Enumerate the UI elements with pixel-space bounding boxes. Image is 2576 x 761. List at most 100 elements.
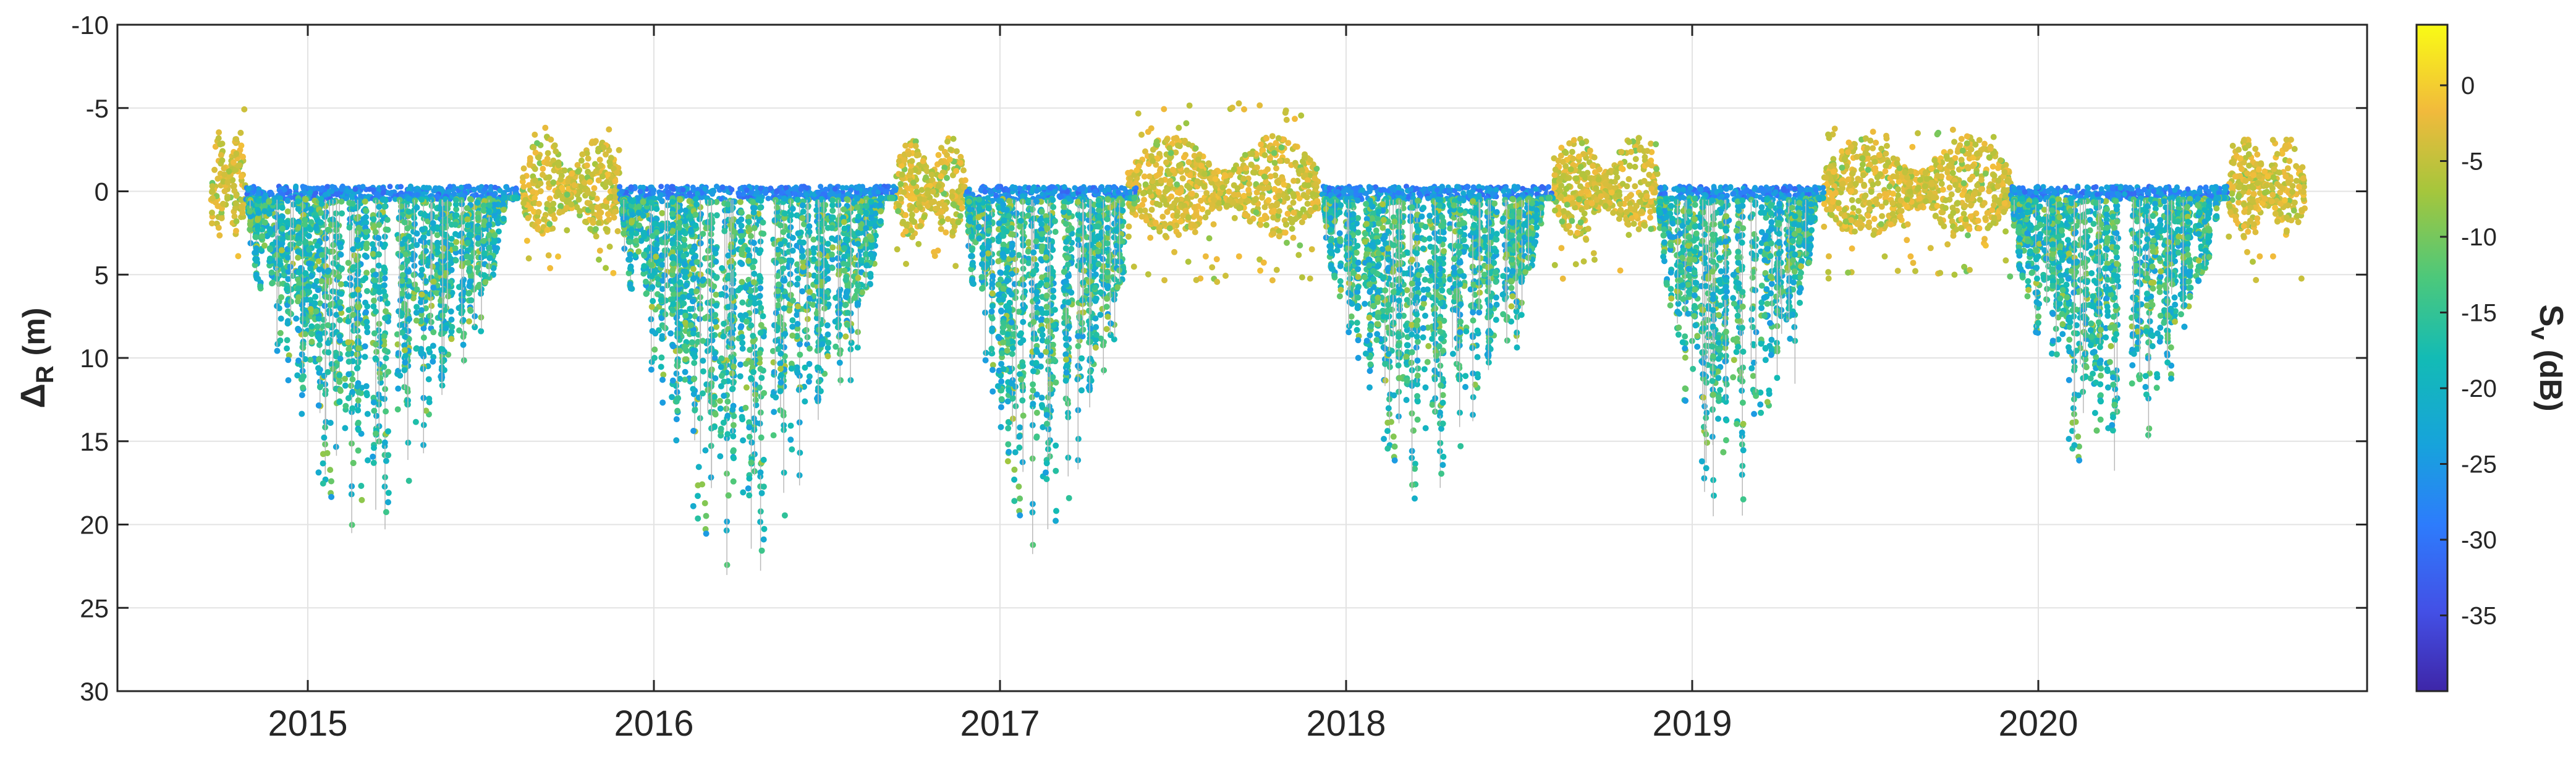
data-point bbox=[215, 224, 222, 231]
data-point bbox=[900, 189, 907, 195]
data-point bbox=[216, 232, 223, 239]
data-point bbox=[1159, 213, 1166, 220]
data-point bbox=[1284, 239, 1290, 246]
data-point bbox=[384, 300, 391, 307]
data-point bbox=[603, 179, 610, 185]
data-point bbox=[1978, 177, 1985, 184]
data-point bbox=[1209, 264, 1216, 271]
data-point bbox=[300, 385, 307, 391]
data-point bbox=[1248, 161, 1255, 168]
data-point bbox=[537, 180, 544, 187]
data-point bbox=[377, 240, 384, 247]
data-point bbox=[949, 229, 956, 236]
data-point bbox=[1281, 181, 1287, 188]
data-point bbox=[282, 187, 288, 193]
data-point bbox=[1982, 170, 1989, 177]
data-point bbox=[544, 150, 551, 156]
data-point bbox=[2300, 189, 2307, 195]
data-point bbox=[383, 355, 389, 362]
data-point bbox=[1972, 190, 1978, 197]
data-point bbox=[1852, 181, 1859, 187]
data-point bbox=[535, 218, 542, 225]
data-point bbox=[557, 176, 564, 183]
data-point bbox=[527, 161, 533, 167]
data-point bbox=[233, 150, 240, 157]
data-point bbox=[1827, 163, 1834, 170]
data-point bbox=[1829, 198, 1836, 205]
data-point bbox=[381, 439, 388, 446]
data-point bbox=[1161, 221, 1168, 227]
data-point bbox=[1270, 214, 1277, 221]
data-point bbox=[1976, 137, 1983, 143]
data-point bbox=[2289, 189, 2296, 195]
data-point bbox=[603, 151, 609, 158]
data-point bbox=[1648, 226, 1654, 232]
data-point bbox=[2229, 184, 2236, 190]
data-point bbox=[612, 178, 619, 185]
data-point bbox=[1894, 160, 1900, 167]
data-point bbox=[2244, 249, 2250, 255]
data-point bbox=[294, 372, 301, 379]
data-point bbox=[909, 158, 915, 164]
data-point bbox=[1271, 185, 1278, 192]
data-point bbox=[429, 263, 436, 270]
data-point bbox=[1946, 174, 1952, 181]
data-point bbox=[1872, 197, 1879, 203]
data-point bbox=[1596, 166, 1603, 173]
data-point bbox=[2250, 221, 2257, 227]
data-point bbox=[279, 225, 286, 232]
data-point bbox=[908, 227, 915, 234]
data-point bbox=[1307, 206, 1314, 213]
data-point bbox=[569, 170, 575, 177]
data-point bbox=[452, 257, 459, 264]
data-point bbox=[1953, 226, 1960, 233]
data-point bbox=[1619, 181, 1626, 187]
data-point bbox=[944, 138, 951, 145]
data-point bbox=[1967, 266, 1973, 273]
data-point bbox=[1269, 133, 1276, 140]
data-point bbox=[1849, 245, 1855, 252]
data-point bbox=[1298, 112, 1305, 119]
data-point bbox=[268, 269, 275, 276]
data-point bbox=[1943, 205, 1949, 211]
data-point bbox=[1862, 192, 1869, 199]
data-point bbox=[347, 282, 354, 288]
data-point bbox=[1313, 165, 1320, 172]
data-point bbox=[1150, 184, 1157, 191]
data-point bbox=[1632, 163, 1638, 170]
data-point bbox=[1202, 253, 1209, 260]
data-point bbox=[1907, 168, 1914, 174]
data-point bbox=[1927, 245, 1934, 252]
data-point bbox=[915, 240, 922, 247]
data-point bbox=[1859, 155, 1866, 161]
data-point bbox=[342, 402, 349, 409]
data-point bbox=[221, 171, 228, 178]
data-point bbox=[1245, 187, 1252, 193]
data-point bbox=[2242, 177, 2249, 184]
data-point bbox=[1307, 172, 1313, 179]
data-point bbox=[2241, 184, 2248, 191]
data-point bbox=[1870, 231, 1877, 238]
data-point bbox=[938, 145, 945, 151]
data-point bbox=[285, 357, 292, 363]
data-point bbox=[381, 347, 388, 354]
data-point bbox=[2269, 253, 2276, 260]
data-point bbox=[342, 425, 349, 432]
data-point bbox=[2272, 205, 2279, 211]
data-point bbox=[584, 200, 591, 206]
data-point bbox=[387, 184, 393, 190]
data-point bbox=[219, 157, 226, 164]
data-point bbox=[897, 181, 904, 187]
data-point bbox=[362, 275, 369, 281]
data-point bbox=[1894, 268, 1901, 274]
data-point bbox=[598, 162, 604, 169]
data-point bbox=[588, 203, 595, 210]
data-point bbox=[1648, 198, 1654, 205]
data-point bbox=[1951, 138, 1958, 145]
data-point bbox=[2241, 137, 2247, 143]
data-point bbox=[944, 216, 951, 223]
data-point bbox=[1562, 150, 1569, 156]
data-point bbox=[1934, 172, 1941, 179]
data-point bbox=[1986, 154, 1993, 161]
data-point bbox=[595, 177, 602, 184]
